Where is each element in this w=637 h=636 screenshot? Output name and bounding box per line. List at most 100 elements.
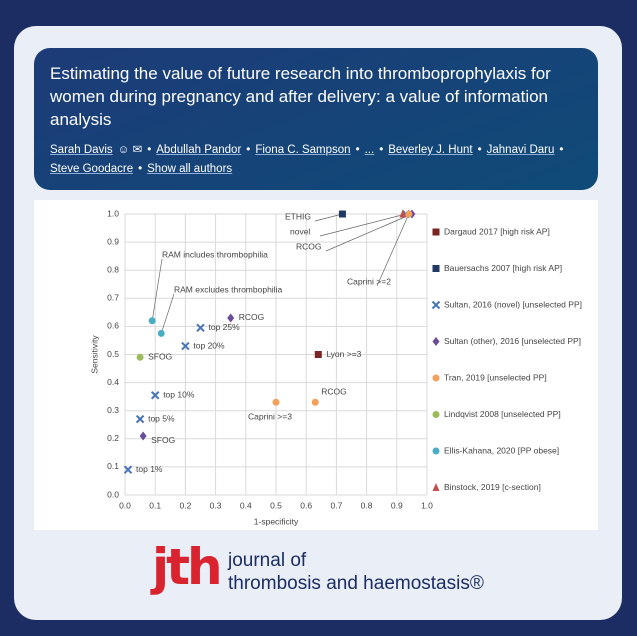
point — [314, 351, 322, 358]
point — [196, 323, 205, 333]
point — [399, 209, 407, 218]
separator: • — [147, 144, 152, 156]
x-axis-label: 1-specificity — [254, 516, 299, 526]
point-label: RAM excludes thrombophilia — [174, 284, 282, 294]
point-label: novel — [290, 226, 310, 236]
legend-label: Sultan (other), 2016 [unselected PP] — [444, 336, 581, 346]
leader-line — [151, 258, 163, 321]
point-label: SFOG — [151, 435, 175, 445]
point-label: top 5% — [148, 413, 175, 423]
x-tick-label: 0.3 — [210, 500, 222, 510]
point-label: top 20% — [193, 340, 225, 350]
author[interactable]: Steve Goodacre — [50, 163, 134, 175]
point-label: top 10% — [163, 389, 195, 399]
legend-label: Lindqvist 2008 [unselected PP] — [444, 409, 561, 419]
author[interactable]: Sarah Davis — [50, 144, 113, 156]
leader-line — [319, 213, 406, 237]
legend-marker — [432, 228, 440, 236]
legend-label: Ellis-Kahana, 2020 [PP obese] — [444, 445, 559, 455]
y-tick-label: 0.9 — [107, 236, 119, 246]
x-tick-label: 1.0 — [421, 500, 433, 510]
show-all-authors[interactable]: Show all authors — [147, 163, 233, 175]
logo-text: journal of — [228, 550, 307, 571]
author[interactable]: Abdullah Pandor — [156, 144, 242, 156]
point-label: Lyon >=3 — [326, 349, 361, 359]
x-tick-label: 0.6 — [300, 500, 312, 510]
x-tick-label: 0.2 — [179, 500, 191, 510]
chart: 0.0 0.1 0.2 0.3 0.4 0.5 0.6 0.7 0.8 0.9 1.0 0.0 0.1 0… — [34, 200, 598, 530]
point-label: ETHIG — [285, 211, 311, 221]
author-list: Sarah Davis ☺ ✉ • Abdullah Pandor • Fiona C. … — [50, 141, 582, 179]
separator: • — [477, 144, 482, 156]
y-tick-label: 0.1 — [107, 461, 119, 471]
logo-text: thrombosis and haemostasis® — [228, 573, 484, 594]
y-tick-label: 0.0 — [107, 489, 119, 499]
legend-marker — [431, 300, 441, 310]
x-tick-label: 0.9 — [391, 500, 403, 510]
x-tick-label: 0.0 — [119, 500, 131, 510]
legend-marker — [432, 337, 440, 346]
y-tick-label: 0.2 — [107, 433, 119, 443]
point — [227, 313, 235, 323]
y-tick-label: 0.5 — [107, 349, 119, 359]
point-label: top 25% — [209, 322, 241, 332]
point — [150, 391, 160, 400]
x-tick-label: 0.5 — [270, 500, 282, 510]
separator: • — [355, 144, 360, 156]
point — [338, 210, 346, 218]
legend-marker — [432, 265, 440, 272]
legend-label: Dargaud 2017 [high risk AP] — [444, 226, 550, 236]
author[interactable]: Jahnavi Daru — [486, 144, 555, 156]
point-label: RCOG — [321, 387, 347, 397]
article-header: Estimating the value of future research … — [34, 48, 598, 190]
x-tick-label: 0.7 — [330, 500, 342, 510]
leader-line — [314, 213, 343, 222]
legend-label: Tran, 2019 [unselected PP] — [444, 372, 547, 382]
x-tick-label: 0.4 — [240, 500, 252, 510]
point — [405, 210, 413, 218]
point — [135, 414, 145, 424]
author-icons[interactable]: ☺ ✉ — [117, 144, 143, 156]
legend-marker — [432, 374, 440, 382]
y-tick-label: 1.0 — [107, 208, 119, 218]
point — [181, 341, 190, 351]
x-tick-label: 0.8 — [361, 500, 373, 510]
point — [157, 329, 165, 337]
point — [123, 465, 133, 474]
leader-line — [376, 213, 410, 287]
point — [311, 398, 319, 406]
point-label: RCOG — [296, 241, 322, 251]
separator: • — [379, 144, 384, 156]
logo-mark: jth — [152, 538, 223, 596]
legend-label: Binstock, 2019 [c-section] — [444, 482, 541, 492]
legend-marker — [432, 411, 440, 418]
leader-line — [325, 213, 413, 252]
author[interactable]: Beverley J. Hunt — [388, 144, 473, 156]
legend-label: Sultan, 2016 (novel) [unselected PP] — [444, 299, 582, 309]
x-tick-label: 0.1 — [149, 500, 161, 510]
author[interactable]: Fiona C. Sampson — [255, 144, 351, 156]
leader-line — [160, 293, 175, 334]
y-tick-label: 0.6 — [107, 321, 119, 331]
separator: • — [138, 163, 143, 175]
y-axis-label: Sensitivity — [89, 335, 99, 374]
y-tick-label: 0.8 — [107, 264, 119, 274]
point — [139, 431, 147, 441]
author[interactable]: ... — [364, 144, 375, 156]
point-label: RCOG — [239, 312, 265, 322]
y-tick-label: 0.4 — [107, 377, 119, 387]
point-label: top 1% — [136, 464, 163, 474]
point-label: SFOG — [148, 352, 172, 362]
point-label: RAM includes thrombophilia — [162, 249, 268, 259]
legend-marker — [432, 483, 440, 491]
separator: • — [559, 144, 564, 156]
separator: • — [246, 144, 251, 156]
point — [136, 353, 144, 361]
point — [272, 398, 280, 406]
y-tick-label: 0.3 — [107, 405, 119, 415]
legend-label: Bauersachs 2007 [high risk AP] — [444, 263, 562, 273]
legend-marker — [432, 447, 440, 455]
point-label: Caprini >=3 — [248, 412, 292, 422]
article-title: Estimating the value of future research … — [50, 64, 551, 129]
